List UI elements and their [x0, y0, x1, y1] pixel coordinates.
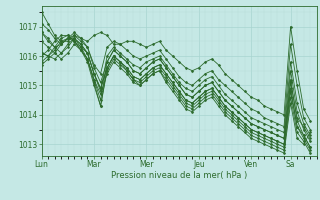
X-axis label: Pression niveau de la mer( hPa ): Pression niveau de la mer( hPa )	[111, 171, 247, 180]
